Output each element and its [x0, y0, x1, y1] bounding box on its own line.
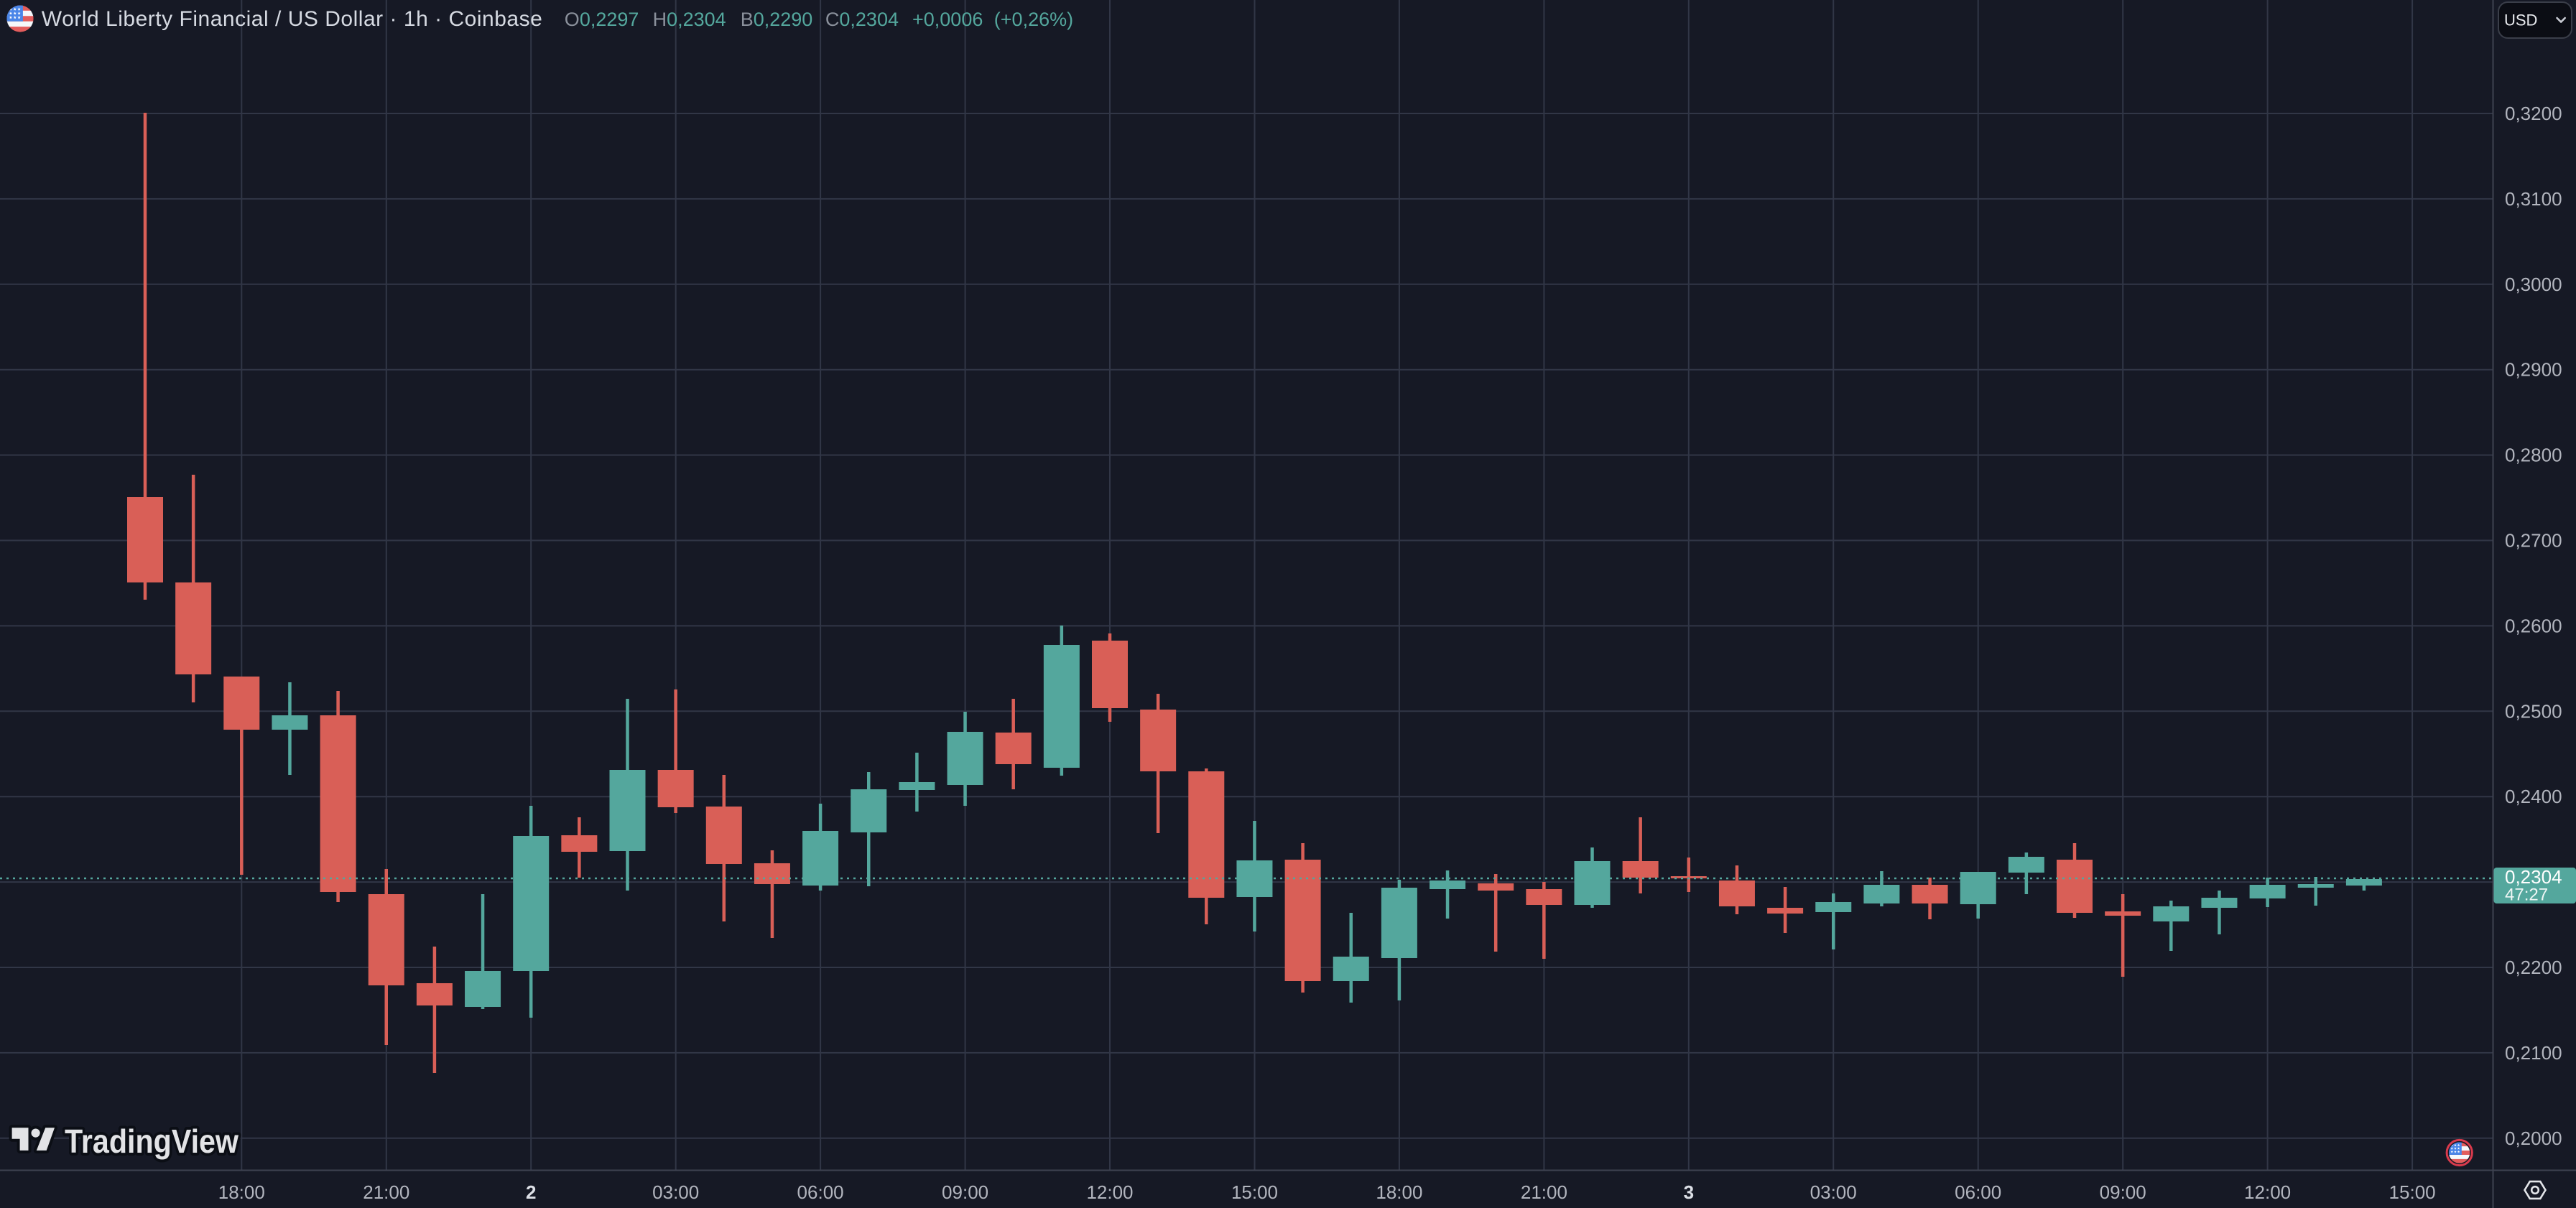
svg-text:USD: USD — [2504, 11, 2537, 29]
svg-text:12:00: 12:00 — [1086, 1181, 1133, 1203]
svg-text:3: 3 — [1684, 1181, 1694, 1203]
svg-text:03:00: 03:00 — [652, 1181, 699, 1203]
svg-text:0,2304: 0,2304 — [2505, 866, 2562, 888]
svg-text:0,2500: 0,2500 — [2505, 700, 2562, 722]
svg-text:12:00: 12:00 — [2244, 1181, 2291, 1203]
svg-text:0,2000: 0,2000 — [2505, 1128, 2562, 1149]
svg-text:09:00: 09:00 — [942, 1181, 988, 1203]
svg-text:0,3000: 0,3000 — [2505, 274, 2562, 295]
svg-text:0,2400: 0,2400 — [2505, 786, 2562, 807]
svg-text:0,2800: 0,2800 — [2505, 445, 2562, 466]
svg-text:21:00: 21:00 — [363, 1181, 409, 1203]
svg-text:15:00: 15:00 — [1231, 1181, 1278, 1203]
svg-text:47:27: 47:27 — [2505, 886, 2548, 905]
svg-text:18:00: 18:00 — [218, 1181, 265, 1203]
svg-text:21:00: 21:00 — [1521, 1181, 1567, 1203]
svg-text:06:00: 06:00 — [797, 1181, 844, 1203]
svg-text:0,3200: 0,3200 — [2505, 103, 2562, 124]
svg-text:09:00: 09:00 — [2100, 1181, 2146, 1203]
svg-text:15:00: 15:00 — [2389, 1181, 2436, 1203]
svg-text:TradingView: TradingView — [65, 1123, 238, 1160]
svg-text:World Liberty Financial / US D: World Liberty Financial / US Dollar · 1h… — [42, 7, 542, 31]
svg-text:0,2600: 0,2600 — [2505, 615, 2562, 636]
svg-text:0,2100: 0,2100 — [2505, 1042, 2562, 1064]
svg-text:0,2700: 0,2700 — [2505, 530, 2562, 552]
svg-text:0,2200: 0,2200 — [2505, 957, 2562, 978]
svg-text:0,2900: 0,2900 — [2505, 359, 2562, 381]
svg-text:0,3100: 0,3100 — [2505, 188, 2562, 210]
svg-text:03:00: 03:00 — [1810, 1181, 1857, 1203]
svg-text:06:00: 06:00 — [1955, 1181, 2001, 1203]
svg-text:18:00: 18:00 — [1376, 1181, 1422, 1203]
svg-text:2: 2 — [526, 1181, 536, 1203]
